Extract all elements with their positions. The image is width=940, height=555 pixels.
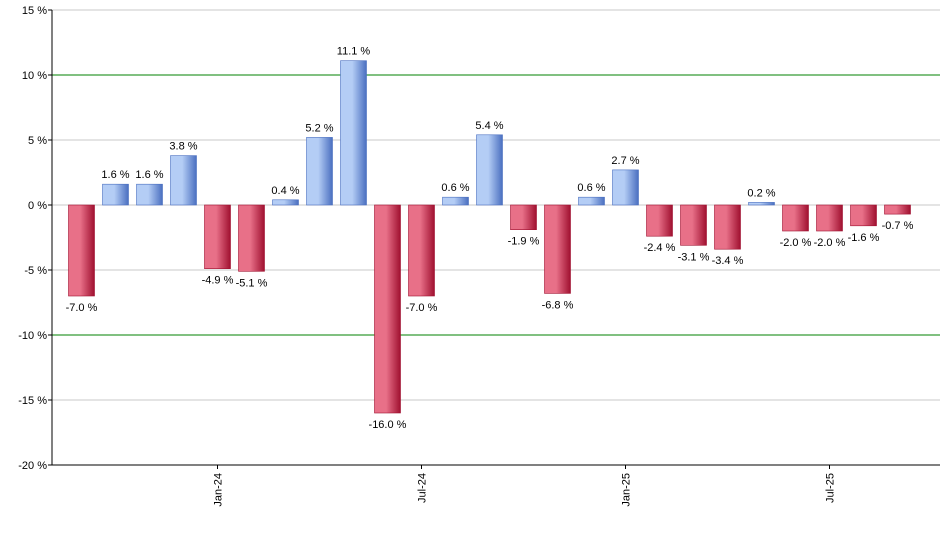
bar-Mar-25 (680, 204, 707, 246)
y-tick-label: -10 % (18, 330, 47, 342)
bar-Dec-23 (170, 155, 197, 206)
axes (48, 9, 940, 469)
bar-Jun-25 (782, 204, 809, 232)
x-tick-label: Jan-24 (213, 473, 225, 507)
bar-Feb-25 (646, 204, 673, 237)
data-label-Aug-24: 0.6 % (441, 182, 469, 194)
bar-Oct-23 (102, 183, 129, 206)
bar-Jul-25 (816, 204, 843, 232)
bar-Jan-25 (612, 169, 639, 206)
data-label-Mar-25: -3.1 % (678, 251, 710, 263)
bar-May-24 (340, 60, 367, 206)
bar-Sep-24 (476, 134, 503, 206)
data-label-Nov-23: 1.6 % (135, 169, 163, 181)
bar-Nov-23 (136, 183, 163, 206)
data-label-Nov-24: -6.8 % (542, 299, 574, 311)
y-tick-label: -20 % (18, 460, 47, 472)
bar-Sep-23 (68, 204, 95, 297)
data-label-May-25: 0.2 % (747, 187, 775, 199)
data-label-May-24: 11.1 % (337, 46, 371, 58)
y-axis-tick-labels: 15 % 10 % 5 % 0 % -5 % -10 % -15 % -20 % (18, 5, 47, 472)
bar-Jun-24 (374, 204, 401, 414)
y-tick-label: 15 % (22, 5, 47, 17)
bar-Dec-24 (578, 196, 605, 206)
data-label-Mar-24: 0.4 % (271, 185, 299, 197)
data-label-Jul-25: -2.0 % (814, 237, 846, 249)
bar-Oct-24 (510, 204, 537, 231)
bar-Jan-24 (204, 204, 231, 270)
data-label-Aug-25: -1.6 % (848, 232, 880, 244)
y-tick-label: -15 % (18, 395, 47, 407)
y-tick-label: 5 % (28, 135, 47, 147)
data-label-Jan-24: -4.9 % (202, 275, 234, 287)
data-label-Dec-23: 3.8 % (169, 141, 197, 153)
data-label-Sep-25: -0.7 % (882, 220, 914, 232)
data-label-Jun-25: -2.0 % (780, 237, 812, 249)
data-label-Apr-25: -3.4 % (712, 255, 744, 267)
bar-Jul-24 (408, 204, 435, 297)
bar-Feb-24 (238, 204, 265, 272)
data-label-Oct-24: -1.9 % (508, 236, 540, 248)
bar-Nov-24 (544, 204, 571, 294)
data-label-Apr-24: 5.2 % (305, 122, 333, 134)
data-label-Oct-23: 1.6 % (101, 169, 129, 181)
bar-Aug-24 (442, 196, 469, 206)
bar-Sep-25 (884, 204, 911, 215)
data-label-Dec-24: 0.6 % (577, 182, 605, 194)
bar-Aug-25 (850, 204, 877, 227)
data-label-Jun-24: -16.0 % (369, 419, 407, 431)
x-tick-label: Jul-25 (825, 473, 837, 503)
bar-May-25 (748, 202, 775, 206)
y-tick-label: -5 % (24, 265, 47, 277)
bars (68, 60, 911, 414)
x-tick-label: Jul-24 (417, 473, 429, 503)
y-tick-label: 10 % (22, 70, 47, 82)
data-labels: -7.0 % 1.6 % 1.6 % 3.8 % -4.9 % -5.1 % 0.4 % 5.… (66, 46, 914, 431)
data-label-Feb-24: -5.1 % (236, 277, 268, 289)
x-axis-tick-labels: Jan-24 Jul-24 Jan-25 Jul-25 (213, 473, 837, 507)
bar-Apr-25 (714, 204, 741, 250)
data-label-Jul-24: -7.0 % (406, 302, 438, 314)
data-label-Jan-25: 2.7 % (611, 155, 639, 167)
data-label-Sep-24: 5.4 % (475, 120, 503, 132)
x-tick-label: Jan-25 (621, 473, 633, 507)
bar-Apr-24 (306, 137, 333, 206)
data-label-Sep-23: -7.0 % (66, 302, 98, 314)
reference-lines (52, 74, 940, 336)
y-tick-label: 0 % (28, 200, 47, 212)
data-label-Feb-25: -2.4 % (644, 242, 676, 254)
bar-Mar-24 (272, 199, 299, 206)
